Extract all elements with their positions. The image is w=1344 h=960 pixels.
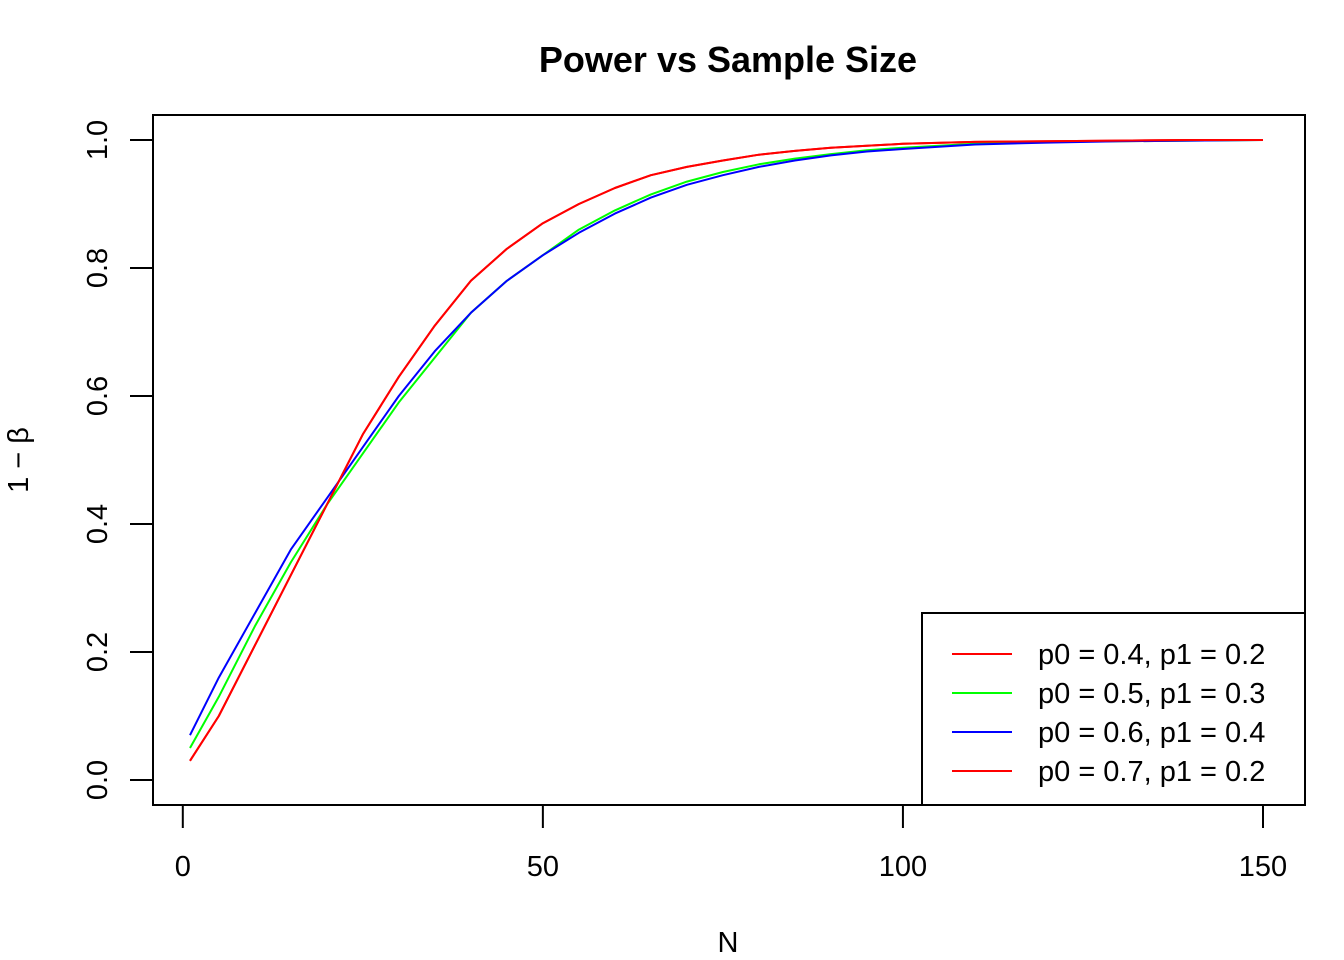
y-tick-label: 0.0 [82, 760, 114, 800]
y-tick-label: 0.6 [82, 376, 114, 416]
x-axis-label: N [718, 927, 739, 959]
y-tick-label: 0.2 [82, 632, 114, 672]
series-line-4 [189, 139, 1263, 762]
legend-label: p0 = 0.5, p1 = 0.3 [1038, 678, 1265, 710]
y-tick-label: 0.4 [82, 504, 114, 544]
x-tick-label: 150 [1239, 851, 1287, 883]
y-axis: 0.0 0.2 0.4 0.6 0.8 1.0 [82, 120, 154, 800]
chart-title: Power vs Sample Size [539, 39, 917, 80]
x-tick-label: 50 [527, 851, 559, 883]
y-tick-label: 1.0 [82, 120, 114, 160]
series-group [189, 139, 1264, 762]
series-line-3 [189, 139, 1264, 736]
y-axis-label: 1 − β [3, 427, 35, 493]
x-tick-label: 0 [175, 851, 191, 883]
x-tick-label: 100 [879, 851, 927, 883]
legend: p0 = 0.4, p1 = 0.2 p0 = 0.5, p1 = 0.3 p0 =… [921, 612, 1306, 806]
legend-label: p0 = 0.7, p1 = 0.2 [1038, 756, 1265, 788]
legend-label: p0 = 0.4, p1 = 0.2 [1038, 639, 1265, 671]
y-tick-label: 0.8 [82, 248, 114, 288]
legend-box [921, 612, 1306, 806]
legend-label: p0 = 0.6, p1 = 0.4 [1038, 717, 1265, 749]
